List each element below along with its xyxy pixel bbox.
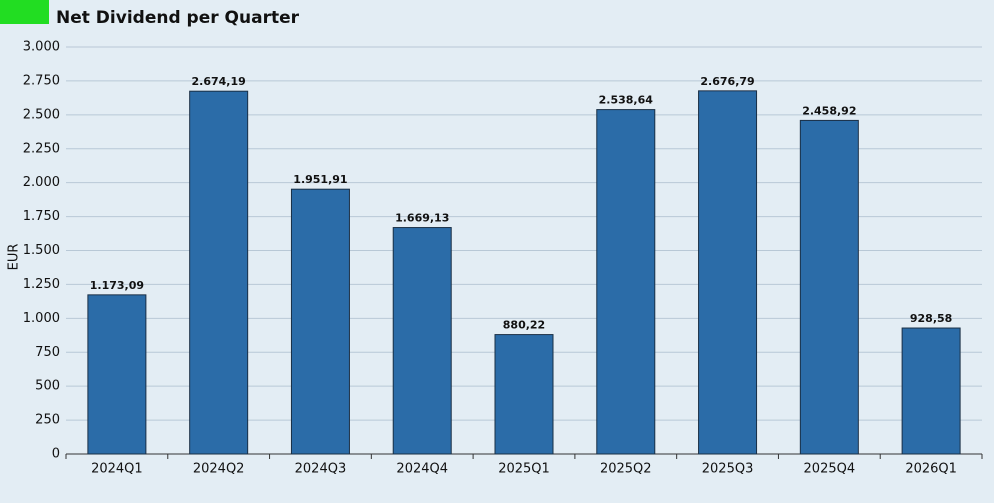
x-tick-label: 2025Q2: [600, 462, 652, 477]
value-label: 2.674,19: [192, 75, 246, 88]
x-tick-label: 2024Q3: [295, 462, 347, 477]
x-tick-label: 2026Q1: [905, 462, 957, 477]
bar: [799, 119, 859, 455]
x-tick-label: 2025Q4: [804, 462, 856, 477]
y-tick-label: 500: [35, 379, 60, 394]
bar: [698, 90, 758, 455]
y-tick-label: 1.750: [23, 209, 60, 224]
x-tick-label: 2025Q1: [498, 462, 550, 477]
bar: [596, 109, 656, 455]
title-badge: [0, 0, 49, 24]
y-tick-label: 250: [35, 413, 60, 428]
y-tick-label: 2.250: [23, 141, 60, 156]
value-label: 2.538,64: [599, 94, 654, 107]
y-tick-label: 2.000: [23, 175, 60, 190]
y-tick-label: 1.000: [23, 311, 60, 326]
y-tick-label: 3.000: [23, 40, 60, 55]
y-tick-label: 2.500: [23, 107, 60, 122]
x-tick-label: 2024Q1: [91, 462, 143, 477]
value-label: 880,22: [503, 319, 545, 332]
bar: [494, 334, 554, 455]
y-axis-label: EUR: [7, 244, 22, 271]
x-tick-label: 2024Q2: [193, 462, 245, 477]
chart-title: Net Dividend per Quarter: [56, 8, 300, 28]
value-label: 2.458,92: [802, 104, 856, 117]
value-label: 2.676,79: [700, 75, 754, 88]
y-tick-label: 2.750: [23, 73, 60, 88]
x-tick-label: 2025Q3: [702, 462, 754, 477]
bar: [901, 327, 961, 455]
bar: [290, 188, 350, 455]
bar: [189, 90, 249, 455]
value-label: 1.173,09: [90, 279, 144, 292]
y-tick-label: 0: [52, 447, 60, 462]
value-label: 1.951,91: [293, 173, 347, 186]
y-tick-label: 1.500: [23, 243, 60, 258]
x-tick-label: 2024Q4: [396, 462, 448, 477]
value-label: 928,58: [910, 312, 952, 325]
y-tick-label: 1.250: [23, 277, 60, 292]
value-label: 1.669,13: [395, 212, 449, 225]
y-tick-label: 750: [35, 345, 60, 360]
bar: [392, 227, 452, 455]
bar: [87, 294, 147, 455]
